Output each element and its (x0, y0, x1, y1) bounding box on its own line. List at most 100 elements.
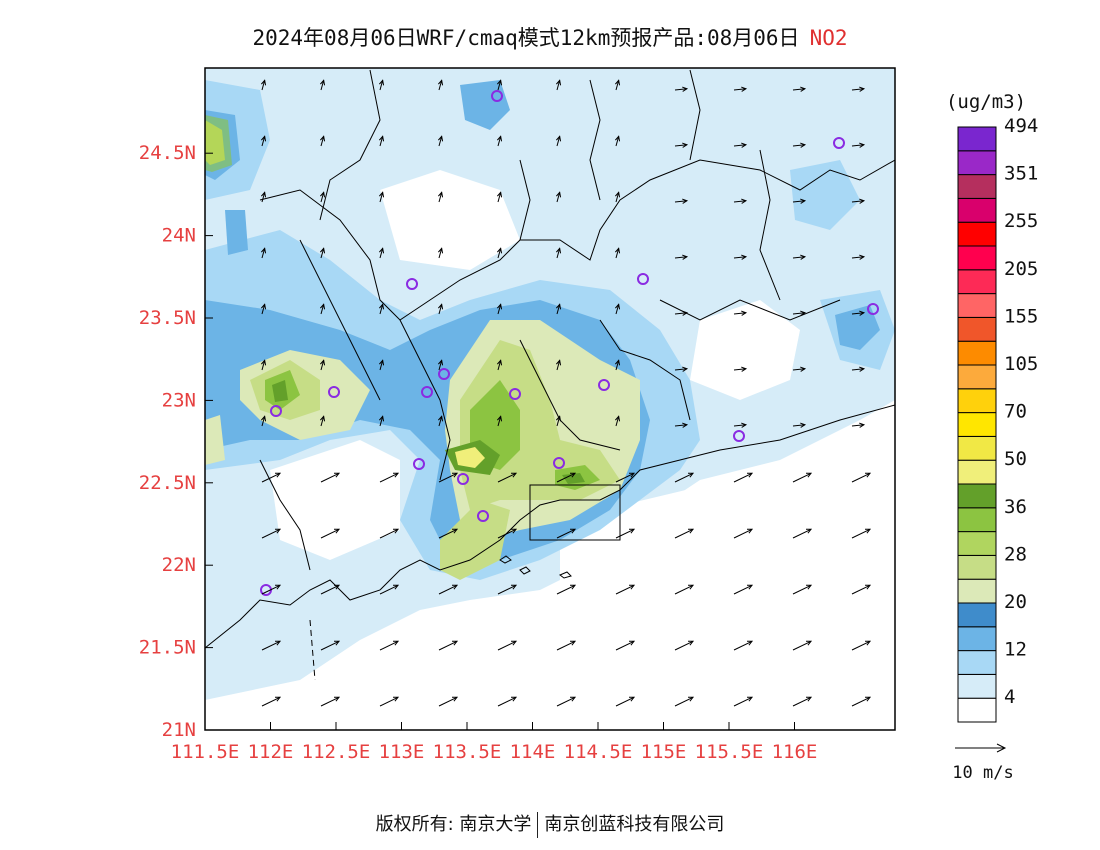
wind-arrow-head (741, 422, 748, 428)
legend-swatch (957, 293, 997, 318)
wind-arrow-head (378, 303, 385, 310)
wind-arrow (261, 584, 281, 595)
wind-arrow-head (378, 79, 385, 86)
wind-arrow (556, 528, 576, 539)
footer-copyright: 版权所有: 南京大学 (375, 814, 532, 835)
wind-arrow (733, 528, 753, 539)
wind-arrow (556, 696, 576, 707)
clean-area-east (690, 300, 800, 400)
legend-label: 12 (1004, 639, 1027, 661)
wind-arrow (438, 416, 443, 427)
wind-arrow-head (741, 142, 748, 148)
wind-arrow (438, 584, 458, 595)
level-20-east (835, 305, 880, 350)
wind-arrow (674, 640, 694, 651)
wind-arrow-head (800, 366, 807, 372)
y-tick-label: 21N (162, 719, 196, 741)
wind-arrow (261, 640, 281, 651)
wind-arrow (261, 304, 266, 315)
wind-arrow-head (555, 135, 562, 142)
wind-arrow (438, 472, 458, 483)
wind-arrow-head (334, 640, 341, 646)
city-border-4 (689, 69, 701, 161)
wind-arrow (733, 368, 746, 371)
wind-arrow-head (806, 640, 813, 646)
city-border-1 (319, 69, 381, 221)
wind-arrow-head (865, 584, 872, 590)
legend-label: 36 (1004, 496, 1027, 518)
wind-arrow-head (511, 696, 518, 702)
wind-arrow-head (688, 696, 695, 702)
wind-arrow-head (260, 247, 267, 254)
legend-swatch (957, 245, 997, 271)
wind-arrow (438, 640, 458, 651)
plot-frame (204, 67, 896, 731)
legend-label: 155 (1004, 305, 1038, 327)
station-marker (553, 457, 565, 469)
wind-arrow (792, 256, 805, 259)
wind-arrow (497, 360, 502, 371)
wind-arrow (379, 640, 399, 651)
wind-arrow (674, 584, 694, 595)
wind-arrow (379, 528, 399, 539)
wind-arrow-head (806, 696, 813, 702)
wind-arrow-head (570, 472, 577, 478)
wind-arrow-head (334, 472, 341, 478)
wind-arrow (615, 416, 620, 427)
y-tick-label: 21.5N (139, 637, 196, 659)
wind-arrow-head (275, 640, 282, 646)
city-border-3 (589, 79, 601, 201)
wind-arrow (261, 696, 281, 707)
y-axis: 21N 21.5N 22N 22.5N 23N 23.5N 24N 24.5N (139, 142, 213, 741)
wind-arrow (379, 248, 384, 259)
wind-arrow (438, 136, 443, 147)
legend-swatch (957, 626, 997, 652)
wind-arrow (556, 584, 576, 595)
station-marker (328, 386, 340, 398)
wind-arrow-head (629, 472, 636, 478)
wind-arrow-head (275, 528, 282, 534)
wind-arrow-head (393, 528, 400, 534)
wind-arrow-head (747, 696, 754, 702)
y-tick-label: 22.5N (139, 472, 196, 494)
wind-arrow (379, 416, 384, 427)
wind-arrow-head (865, 472, 872, 478)
y-tick-label: 24.5N (139, 142, 196, 164)
wind-arrow (320, 136, 325, 147)
wind-arrow (674, 528, 694, 539)
wind-arrow (733, 88, 746, 91)
legend-swatch (957, 554, 997, 580)
footer-separator (537, 812, 539, 838)
wind-arrow (615, 80, 620, 91)
wind-arrow-head (859, 422, 866, 428)
wind-arrow-head (437, 415, 444, 422)
legend-swatch (957, 412, 997, 437)
wind-arrow-head (806, 528, 813, 534)
legend-label: 4 (1004, 686, 1015, 708)
wind-arrow (792, 472, 812, 483)
city-border-5 (759, 149, 781, 301)
wind-arrow (497, 192, 502, 203)
wind-arrow (497, 584, 517, 595)
wind-arrow (438, 696, 458, 707)
wind-arrow-head (688, 640, 695, 646)
level-4-area-sea (205, 500, 280, 640)
wind-arrow-head (496, 415, 503, 422)
wind-arrow (379, 360, 384, 371)
wind-arrow (615, 192, 620, 203)
wind-arrow-head (570, 528, 577, 534)
city-border-2 (519, 159, 531, 241)
wind-arrow-head (741, 310, 748, 316)
wind-arrow-head (393, 640, 400, 646)
wind-arrow (261, 472, 281, 483)
legend-swatch (957, 197, 997, 223)
wind-arrow-head (859, 254, 866, 260)
wind-arrow (320, 640, 340, 651)
wind-arrow (497, 304, 502, 315)
wind-arrow-head (859, 142, 866, 148)
wind-arrow-head (688, 584, 695, 590)
station-marker (598, 379, 610, 391)
wind-arrow (733, 472, 753, 483)
legend-swatch (957, 316, 997, 342)
